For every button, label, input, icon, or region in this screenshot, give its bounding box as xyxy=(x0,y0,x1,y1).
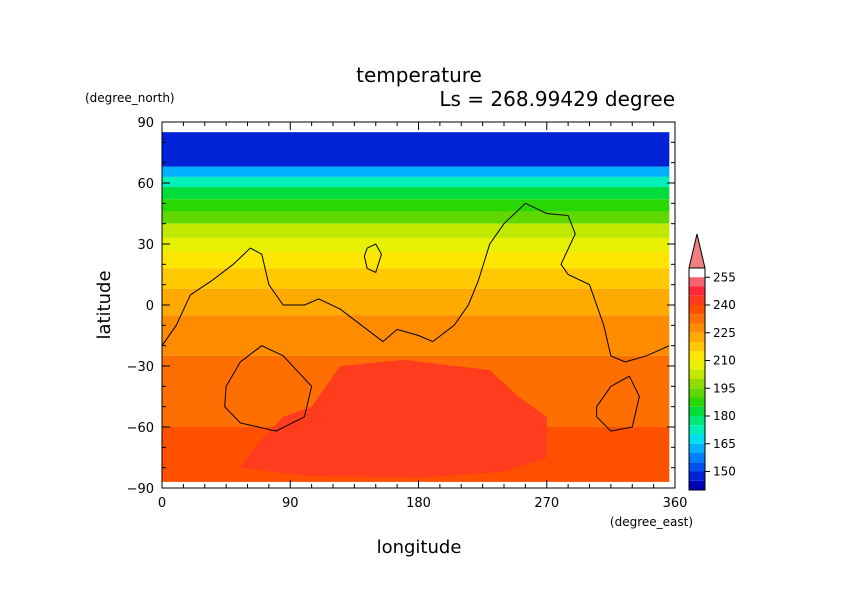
x-axis-label: longitude xyxy=(377,537,462,558)
chart-title: temperature xyxy=(356,63,482,87)
colorbar-swatch-18 xyxy=(689,314,705,324)
axes: 0 90 180 270 360 90 60 30 0 −30 −60 −90 xyxy=(127,116,688,511)
y-tick-label-5: −60 xyxy=(127,421,154,436)
colorbar: 150 165 180 195 210 225 240 255 xyxy=(688,233,736,491)
colorbar-label-5: 225 xyxy=(713,326,736,340)
colorbar-swatch-21 xyxy=(689,286,705,296)
temperature-band-10 xyxy=(162,288,670,316)
y-tick-label-0: 90 xyxy=(137,116,154,131)
colorbar-swatch-3 xyxy=(689,453,705,463)
x-tick-label-3: 270 xyxy=(534,496,559,511)
chart-subtitle: Ls = 268.99429 degree xyxy=(439,87,675,111)
colorbar-label-6: 240 xyxy=(713,298,736,312)
north-small-contour xyxy=(363,243,382,274)
colorbar-swatch-10 xyxy=(689,388,705,398)
colorbar-swatch-19 xyxy=(689,305,705,315)
temperature-band-4 xyxy=(162,199,670,212)
warm-region xyxy=(240,359,547,478)
colorbar-swatch-11 xyxy=(689,379,705,389)
colorbar-swatch-22 xyxy=(689,277,705,287)
y-tick-label-2: 30 xyxy=(137,238,154,253)
colorbar-swatch-20 xyxy=(689,295,705,305)
colorbar-frame xyxy=(688,267,706,491)
southwest-contour xyxy=(224,345,313,432)
temperature-band-6 xyxy=(162,223,670,238)
contour-lines xyxy=(161,202,670,432)
colorbar-swatch-2 xyxy=(689,462,705,472)
colorbar-swatch-16 xyxy=(689,332,705,342)
y-tick-label-4: −30 xyxy=(127,360,154,375)
colorbar-label-3: 195 xyxy=(713,381,736,395)
temperature-band-0 xyxy=(162,132,670,167)
colorbar-overflow-arrow xyxy=(688,233,706,269)
y-axis-label: latitude xyxy=(94,270,115,339)
colorbar-swatch-12 xyxy=(689,369,705,379)
colorbar-swatch-1 xyxy=(689,471,705,481)
southeast-contour xyxy=(596,375,640,432)
temperature-band-3 xyxy=(162,187,670,200)
temperature-band-2 xyxy=(162,176,670,188)
main-contour xyxy=(161,202,670,363)
y-tick-label-1: 60 xyxy=(137,177,154,192)
colorbar-swatch-6 xyxy=(689,425,705,435)
colorbar-swatch-14 xyxy=(689,351,705,361)
colorbar-label-4: 210 xyxy=(713,354,736,368)
colorbar-swatch-15 xyxy=(689,342,705,352)
temperature-band-8 xyxy=(162,252,670,269)
temperature-band-5 xyxy=(162,211,670,224)
colorbar-label-1: 165 xyxy=(713,437,736,451)
y-tick-label-3: 0 xyxy=(146,299,154,314)
temperature-band-9 xyxy=(162,268,670,289)
temperature-band-1 xyxy=(162,166,670,177)
colorbar-swatch-17 xyxy=(689,323,705,333)
x-tick-label-1: 90 xyxy=(282,496,299,511)
x-tick-label-2: 180 xyxy=(406,496,431,511)
colorbar-label-2: 180 xyxy=(713,409,736,423)
colorbar-swatch-4 xyxy=(689,443,705,453)
colorbar-swatch-7 xyxy=(689,416,705,426)
colorbar-swatch-13 xyxy=(689,360,705,370)
colorbar-swatch-8 xyxy=(689,406,705,416)
temperature-band-7 xyxy=(162,237,670,253)
x-tick-label-4: 360 xyxy=(663,496,688,511)
colorbar-label-0: 150 xyxy=(713,465,736,479)
x-units-label: (degree_east) xyxy=(610,515,693,529)
y-units-label: (degree_north) xyxy=(85,91,175,105)
colorbar-label-7: 255 xyxy=(713,270,736,284)
heatmap-plot xyxy=(162,132,670,482)
colorbar-swatch-9 xyxy=(689,397,705,407)
x-tick-label-0: 0 xyxy=(158,496,166,511)
colorbar-swatch-0 xyxy=(689,480,705,490)
colorbar-swatch-5 xyxy=(689,434,705,444)
y-tick-label-6: −90 xyxy=(127,482,154,497)
temperature-band-11 xyxy=(162,315,670,356)
